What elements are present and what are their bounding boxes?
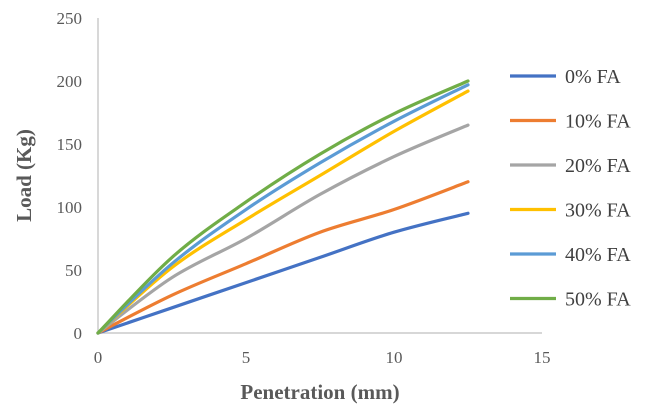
series-line <box>96 83 470 335</box>
x-tick-label: 15 <box>534 348 551 367</box>
legend-label: 0% FA <box>565 66 621 88</box>
series-line <box>96 89 470 335</box>
tick-labels: 0 50 100 150 200 250 0 5 10 15 <box>57 9 551 367</box>
y-tick-label: 100 <box>57 198 83 217</box>
series-line <box>96 211 470 335</box>
y-tick-label: 250 <box>57 9 83 28</box>
series-line <box>96 123 470 335</box>
series-line <box>96 180 470 335</box>
y-tick-label: 0 <box>74 324 83 343</box>
series-lines <box>96 79 470 335</box>
legend-label: 10% FA <box>565 111 631 133</box>
legend: 0% FA 10% FA 20% FA 30% FA 40% FA 50% FA <box>510 66 631 311</box>
legend-label: 50% FA <box>565 289 631 311</box>
y-axis-title: Load (Kg) <box>12 129 36 222</box>
x-axis-title: Penetration (mm) <box>240 380 399 404</box>
y-tick-label: 200 <box>57 72 83 91</box>
x-tick-label: 10 <box>386 348 403 367</box>
legend-label: 30% FA <box>565 200 631 222</box>
x-tick-label: 5 <box>242 348 251 367</box>
x-tick-label: 0 <box>94 348 103 367</box>
legend-label: 20% FA <box>565 155 631 177</box>
y-tick-label: 50 <box>65 261 82 280</box>
legend-label: 40% FA <box>565 244 631 266</box>
series-line <box>96 79 470 335</box>
axes <box>97 18 542 334</box>
y-tick-label: 150 <box>57 135 83 154</box>
